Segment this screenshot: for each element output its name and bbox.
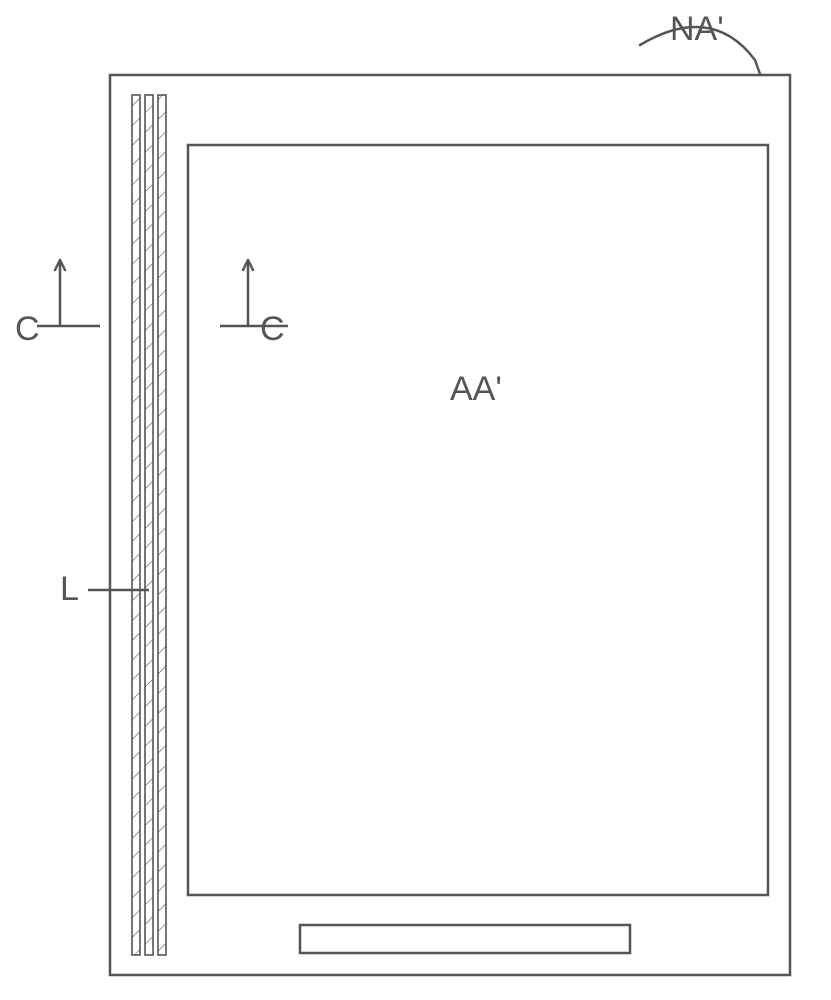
wire-bundle-l <box>132 95 166 955</box>
wire-bar <box>158 95 166 955</box>
label-l: L <box>60 570 79 608</box>
wire-bar <box>132 95 140 955</box>
label-c-right: C <box>260 310 285 348</box>
canvas-bg <box>0 0 831 1000</box>
wire-bar <box>145 95 153 955</box>
label-na: NA' <box>670 10 724 48</box>
label-c-left: C <box>15 310 40 348</box>
label-aa: AA' <box>450 370 502 408</box>
